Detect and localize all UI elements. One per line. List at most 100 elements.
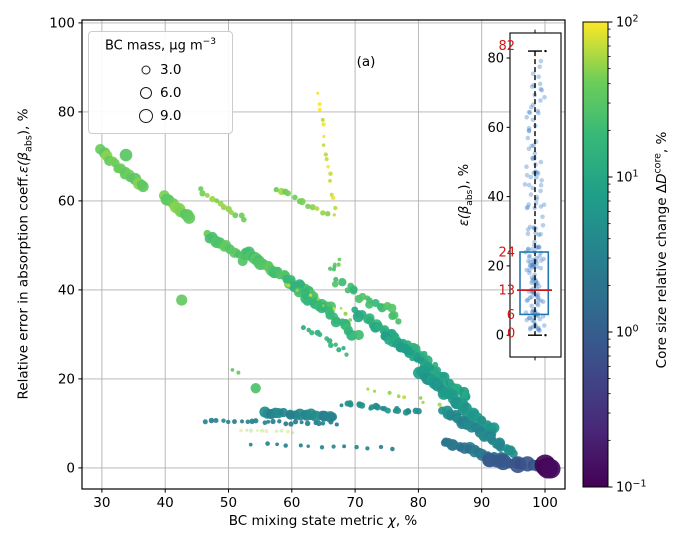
scatter-point — [358, 402, 366, 409]
inset-strip-point — [532, 272, 537, 278]
legend-item-label: 3.0 — [160, 61, 182, 78]
inset-strip-point — [538, 86, 544, 92]
scatter-point — [220, 204, 227, 211]
scatter-point — [284, 190, 291, 197]
legend-circle-medium — [140, 86, 152, 99]
inset-strip-point — [535, 294, 540, 299]
legend-title-sup: −3 — [202, 37, 217, 47]
inset-y-axis-label: ε(βabs), % — [457, 164, 475, 226]
inset-strip-point — [529, 143, 534, 149]
scatter-point — [330, 195, 336, 200]
scatter-point — [332, 307, 336, 311]
inset-strip-point — [538, 204, 544, 209]
inset-strip-point — [540, 314, 546, 319]
inset-strip-point — [529, 265, 535, 270]
scatter-point — [332, 264, 337, 269]
y-tick-label: 60 — [58, 193, 75, 209]
colorbar-tick-label: 102 — [616, 14, 639, 31]
scatter-point — [309, 330, 315, 336]
inset-strip-point — [527, 327, 533, 332]
inset-strip-point — [529, 247, 535, 252]
scatter-point — [390, 446, 395, 452]
scatter-point — [305, 203, 311, 210]
scatter-point — [176, 294, 188, 306]
scatter-point — [225, 419, 231, 425]
scatter-point — [333, 205, 338, 211]
inset-strip-point — [542, 323, 547, 328]
scatter-point — [283, 443, 288, 448]
inset-strip-point — [535, 326, 541, 332]
scatter-point — [275, 442, 279, 447]
scatter-point — [204, 193, 210, 198]
inset-strip-point — [529, 303, 534, 309]
inset-annotation: 24 — [498, 246, 515, 261]
inset-strip-point — [530, 278, 535, 284]
inset-strip-point — [524, 164, 529, 169]
x-tick-label: 100 — [532, 495, 558, 511]
scatter-point — [292, 194, 298, 201]
inset-strip-point — [524, 317, 529, 323]
colorbar-label-symbol: D — [653, 173, 670, 184]
y-axis-label-symbol: ε(β — [15, 151, 32, 174]
inset-strip-point — [541, 202, 547, 208]
inset-strip-point — [526, 125, 532, 131]
inset-strip-point — [528, 263, 533, 268]
inset-strip-point — [525, 231, 531, 236]
scatter-point — [284, 283, 288, 287]
y-tick-label: 100 — [49, 15, 75, 31]
scatter-point — [396, 394, 401, 399]
inset-annotation: 0 — [507, 327, 515, 342]
inset-strip-point — [524, 173, 530, 178]
x-axis-label-suffix: , % — [395, 513, 418, 529]
inset-strip-point — [525, 227, 531, 232]
inset-strip-point — [535, 170, 540, 175]
scatter-points — [95, 91, 561, 479]
y-tick-label: 40 — [58, 282, 75, 298]
inset-strip-point — [536, 110, 541, 116]
scatter-point — [331, 444, 336, 449]
scatter-point — [230, 368, 235, 372]
scatter-point — [344, 287, 351, 294]
inset-strip-point — [533, 231, 538, 236]
inset-strip-point — [535, 244, 541, 250]
inset-strip-point — [526, 109, 532, 115]
inset-strip-point — [530, 257, 536, 263]
scatter-point — [384, 407, 391, 414]
inset-strip-point — [537, 245, 542, 250]
inset-strip-point — [529, 309, 535, 315]
scatter-point — [388, 311, 397, 321]
inset-strip-point — [528, 259, 533, 265]
inset-strip-point — [539, 178, 544, 183]
scatter-point — [331, 280, 339, 288]
inset-y-tick-label: 20 — [487, 259, 504, 274]
scatter-point — [509, 449, 518, 459]
colorbar-tick-label: 101 — [616, 169, 639, 186]
inset-cap-dot — [544, 49, 547, 53]
scatter-point — [365, 446, 370, 451]
scatter-point — [308, 293, 313, 297]
inset-strip-point — [535, 291, 541, 297]
inset-strip-point — [524, 205, 530, 211]
inset-strip-point — [538, 159, 544, 165]
scatter-point — [240, 216, 247, 223]
scatter-point — [354, 444, 359, 450]
inset-strip-point — [533, 279, 539, 285]
inset-strip-point — [530, 185, 536, 191]
scatter-point — [236, 370, 241, 375]
scatter-point — [421, 400, 425, 405]
scatter-point — [293, 419, 299, 425]
inset-strip-point — [525, 135, 531, 141]
inset-strip-point — [526, 315, 532, 321]
scatter-point — [322, 134, 326, 139]
inset-strip-point — [541, 256, 546, 262]
inset-strip-point — [542, 95, 547, 100]
scatter-point — [330, 316, 342, 328]
legend-item: 9.0 — [89, 104, 232, 127]
legend-item: 3.0 — [89, 58, 232, 81]
inset-strip-point — [530, 155, 535, 161]
scatter-point — [395, 318, 402, 325]
scatter-point — [279, 428, 284, 433]
scatter-point — [291, 431, 295, 435]
scatter-point — [259, 428, 265, 433]
panel-label: (a) — [356, 54, 376, 70]
